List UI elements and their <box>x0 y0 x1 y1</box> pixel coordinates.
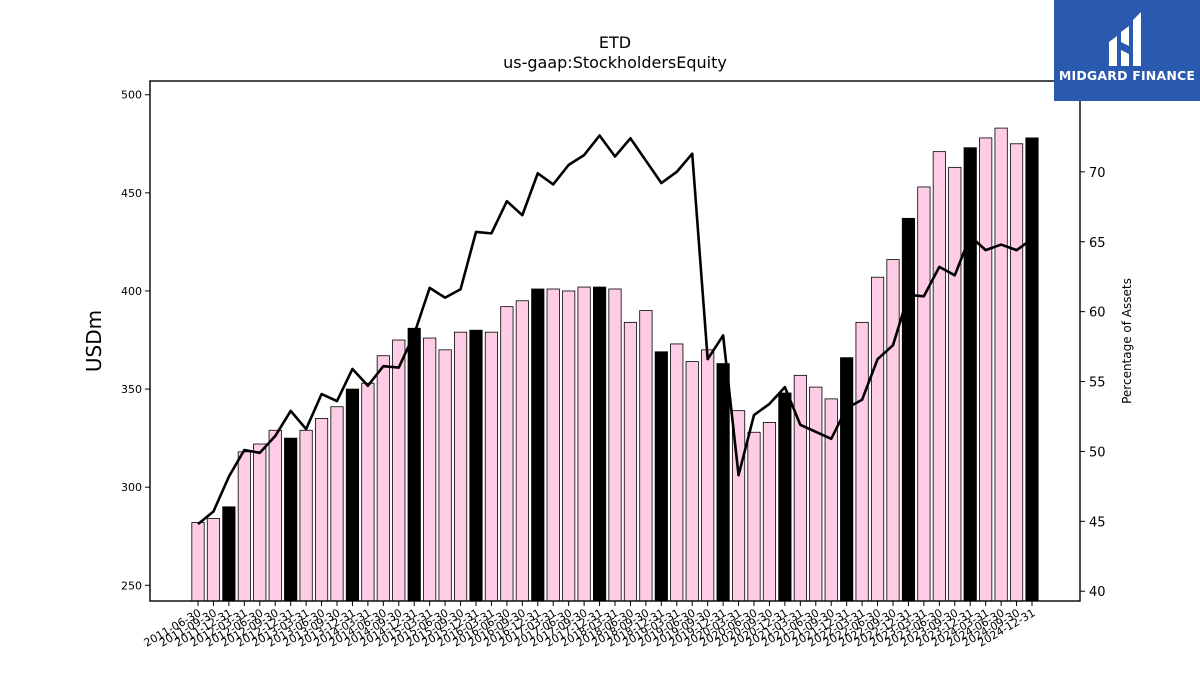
bar <box>546 288 560 602</box>
bar <box>917 186 931 602</box>
right-tick-label: 45 <box>1089 515 1106 530</box>
right-tick-label: 55 <box>1089 376 1106 391</box>
bar <box>840 357 854 602</box>
bar <box>886 259 900 602</box>
right-axis-ticks: 40 45 50 55 60 65 70 <box>1080 166 1106 600</box>
chart-subtitle: us-gaap:StockholdersEquity <box>503 53 727 72</box>
bar-group <box>191 127 1039 602</box>
bar <box>793 374 807 602</box>
bar <box>314 418 329 602</box>
brand-logo: MIDGARD FINANCE <box>1054 0 1200 101</box>
bar <box>870 276 885 602</box>
bar <box>531 288 545 602</box>
right-axis-label: Percentage of Assets <box>1120 278 1134 404</box>
left-axis-ticks: 250 300 350 400 450 500 <box>121 89 150 592</box>
x-axis-ticks: 2011-06-302011-09-302011-12-312012-03-31… <box>142 601 1038 650</box>
bar <box>901 217 916 602</box>
bar <box>423 337 437 602</box>
right-tick-label: 40 <box>1089 585 1106 600</box>
right-tick-label: 70 <box>1089 166 1106 181</box>
bar <box>237 451 251 602</box>
left-tick-label: 400 <box>121 285 142 298</box>
bar <box>623 321 638 602</box>
bar <box>484 331 499 602</box>
bar <box>330 406 344 602</box>
bar <box>562 290 576 602</box>
bar <box>701 349 715 602</box>
bar <box>639 310 653 602</box>
bar <box>206 518 221 602</box>
left-tick-label: 450 <box>121 187 142 200</box>
bar <box>608 288 622 602</box>
bar <box>1009 143 1024 602</box>
bar <box>376 355 390 602</box>
left-tick-label: 300 <box>121 481 142 494</box>
y-axis-label: USDm <box>82 310 106 372</box>
logo-text: MIDGARD FINANCE <box>1058 68 1196 83</box>
right-tick-label: 65 <box>1089 236 1106 251</box>
bar <box>654 351 668 602</box>
bar <box>268 429 282 602</box>
bar <box>500 306 514 602</box>
bar <box>515 300 529 602</box>
bar <box>762 422 777 602</box>
bar <box>932 151 946 602</box>
bar <box>253 443 267 602</box>
left-tick-label: 250 <box>121 579 142 592</box>
bar <box>191 522 205 602</box>
bar <box>345 388 360 602</box>
bar <box>222 506 236 602</box>
bar <box>855 321 869 602</box>
bar <box>392 339 406 602</box>
right-tick-label: 50 <box>1089 445 1106 460</box>
bar <box>948 166 962 602</box>
bar <box>778 392 792 602</box>
left-tick-label: 500 <box>121 89 142 102</box>
bar <box>809 386 823 602</box>
bar <box>361 382 375 602</box>
right-tick-label: 60 <box>1089 306 1106 321</box>
bar <box>747 431 761 602</box>
bar <box>453 331 468 602</box>
bar <box>284 437 298 602</box>
bar <box>994 127 1008 602</box>
bar <box>1025 137 1039 602</box>
chart-title: ETD <box>598 33 632 52</box>
left-tick-label: 350 <box>121 383 142 396</box>
bar <box>438 349 452 602</box>
bar <box>469 329 483 602</box>
bar <box>685 361 699 602</box>
bar <box>670 343 684 602</box>
bar <box>716 363 730 602</box>
percentage-line-group <box>197 134 1033 526</box>
bar <box>299 429 313 602</box>
bar <box>979 137 993 602</box>
bar <box>592 286 607 602</box>
logo-mark-icon <box>1109 12 1141 66</box>
bar <box>407 327 421 602</box>
percentage-line <box>197 134 1033 526</box>
bar <box>963 147 977 602</box>
bar <box>577 286 591 602</box>
